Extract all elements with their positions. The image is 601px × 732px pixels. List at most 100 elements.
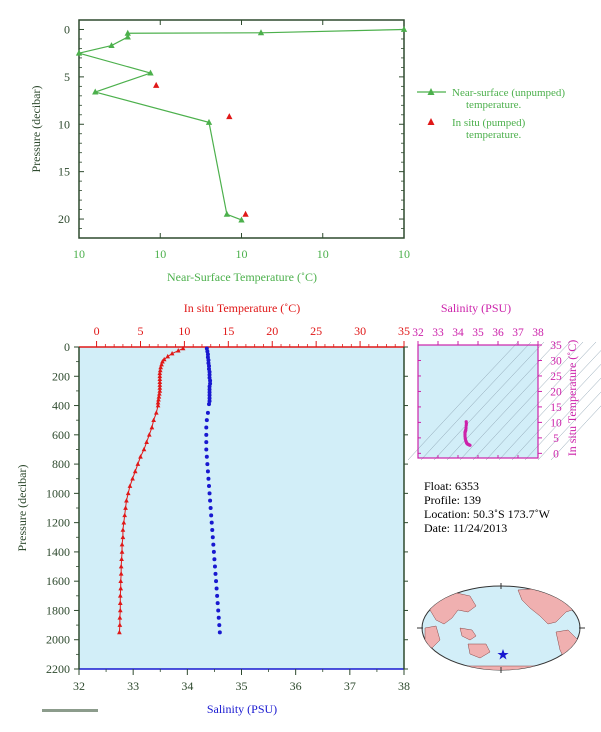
salinity-profile-point [207,402,211,407]
unpumped-temperature-point [92,88,99,95]
temperature-profile-point [149,424,155,430]
legend-label-pumped-line2: temperature. [466,129,522,141]
near-surface-y-tick-label: 20 [58,212,70,226]
near-surface-x-tick-label: 10 [398,247,410,261]
temperature-profile-point [144,439,149,444]
salinity-profile-point [204,447,209,452]
density-contour [433,341,545,461]
near-surface-temperature-chart: 10 10 10 10 10 0 5 10 15 20 Near-Surface Temperat… [29,19,565,284]
near-surface-y-tick-label: 5 [64,70,70,84]
pressure-axis-tick-label: 600 [52,428,70,442]
pressure-axis-tick-label: 0 [64,340,70,354]
near-surface-series [75,25,408,223]
salinity-profile-point [205,469,210,474]
salinity-profile-point [204,432,209,437]
salinity-profile-point [204,454,209,459]
salinity-profile-point [214,586,219,591]
temperature-axis-tick-label: 30 [354,324,366,338]
temperature-profile-point [118,563,124,569]
legend-marker-pumped [427,118,435,125]
ts-plot-background [418,345,538,458]
salinity-profile-point [217,630,222,635]
pressure-axis-tick-label: 200 [52,369,70,383]
profile-plot-background [79,347,404,669]
salinity-profile-point [215,593,220,598]
ts-temperature-tick-label: 0 [553,448,559,460]
salinity-profile-point [217,623,222,628]
temperature-profile-point [138,454,143,459]
legend-marker-unpumped [427,88,435,95]
near-surface-y-axis-label: Pressure (decibar) [29,86,43,173]
temperature-profile-point [155,400,161,405]
temperature-axis-tick-label: 20 [266,324,278,338]
profile-ticks: 0 5 10 15 20 25 30 35 32 33 34 35 36 37 38 0 200 400 600 80… [46,324,410,693]
legend-label-unpumped: Near-surface (unpumped) [452,87,565,99]
salinity-profile-point [207,393,212,398]
salinity-profile-point [207,484,211,489]
temperature-profile-point [130,476,135,481]
temperature-profile-point [165,353,171,359]
profile-chart: 0 5 10 15 20 25 30 35 32 33 34 35 36 37 38 0 200 400 600 80… [15,301,410,716]
unpumped-temperature-point [257,29,265,36]
density-contour [485,341,597,461]
temperature-axis-tick-label: 0 [94,324,100,338]
temperature-profile-point [124,498,129,503]
temperature-profile-point [123,505,128,510]
salinity-profile-point [207,491,212,496]
temperature-profile-point [118,571,124,576]
temperature-profile-point [157,382,163,387]
ts-temperature-tick-label: 10 [550,417,562,429]
temperature-profile-point [119,541,125,547]
ts-temperature-tick-label: 5 [553,433,559,445]
salinity-profile-point [211,542,216,547]
density-contour [524,377,601,461]
temperature-profile-point [175,348,181,353]
temperature-profile-point [157,367,163,373]
temperature-profile-point [121,520,127,525]
ts-salinity-tick-label: 38 [532,327,544,339]
near-surface-x-axis-label: Near-Surface Temperature (˚C) [167,270,317,284]
salinity-axis-tick-label: 37 [344,679,356,693]
temperature-profile-point [117,622,123,627]
temperature-profile-point [157,385,163,390]
temperature-profile-point [157,388,163,393]
salinity-profile-point [207,369,212,374]
density-contour [459,341,571,461]
profile-number: Profile: 139 [424,493,481,507]
density-contour [472,341,584,461]
unpumped-temperature-point [124,29,131,36]
ts-diagram-chart: 32 33 34 35 36 37 38 0 5 10 15 20 25 30 35 Salinity (P… [407,301,601,461]
salinity-axis-tick-label: 32 [73,679,85,693]
temperature-profile-point [158,364,164,370]
temperature-profile-point [160,359,165,364]
near-surface-x-tick-label: 10 [73,247,85,261]
density-contour [511,363,601,461]
near-surface-y-tick-label: 10 [58,117,70,131]
salinity-profile-point [205,410,210,415]
temperature-profile-point [120,534,126,540]
legend-label-unpumped-line2: temperature. [466,99,522,111]
unpumped-temperature-point [124,33,131,40]
salinity-profile-point [216,608,221,613]
land-indonesia [459,627,477,641]
pressure-axis-tick-label: 1800 [46,603,70,617]
pressure-axis-tick-label: 800 [52,457,70,471]
world-map-icon [417,583,585,673]
temperature-profile-point [132,468,138,474]
float-location-star-icon [497,649,509,660]
legend-label-pumped: In situ (pumped) [452,117,526,129]
ts-point [468,443,472,447]
salinity-profile-point [207,364,211,369]
profile-series [117,345,222,635]
pumped-temperature-point [242,210,249,217]
salinity-profile-point [212,557,217,562]
float-id: Float: 6353 [424,479,479,493]
temperature-profile-point [157,376,163,382]
density-contour [550,405,601,461]
salinity-profile-point [208,506,213,510]
density-contour [420,341,532,461]
temperature-profile-point [117,607,123,613]
profile-bottom-axis-label: Salinity (PSU) [207,702,277,716]
location: Location: 50.3˚S 173.7˚W [424,507,551,521]
pumped-temperature-point [153,81,160,88]
